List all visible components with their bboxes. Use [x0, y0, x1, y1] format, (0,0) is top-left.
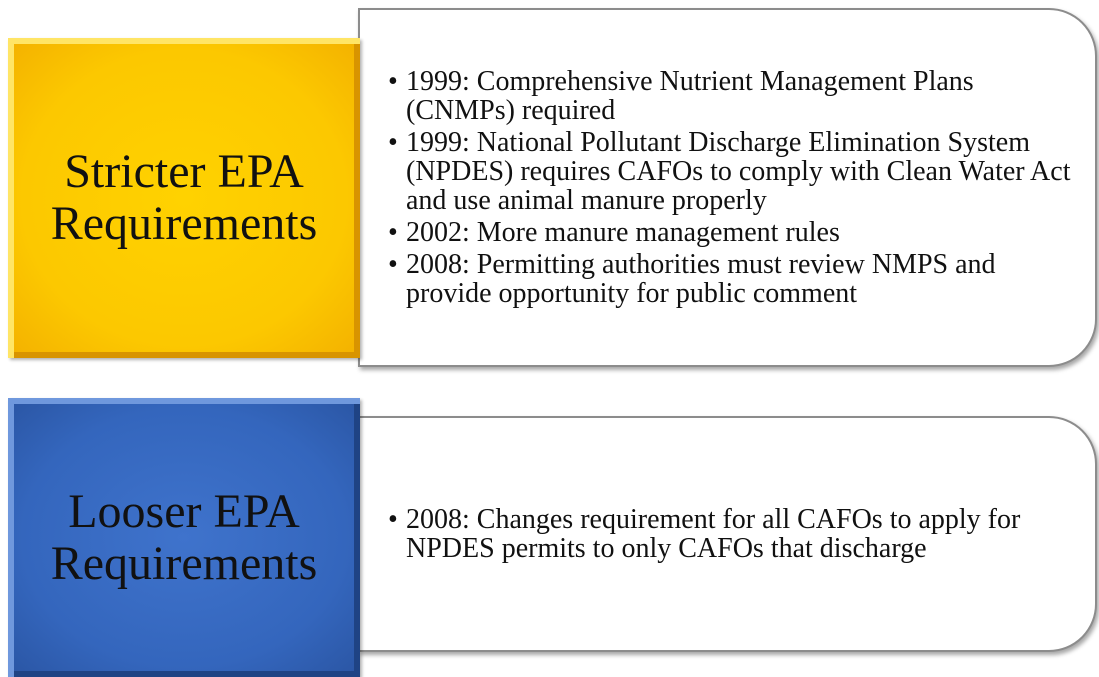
bullet: 2002: More manure management rules — [388, 218, 1085, 247]
group-label: Stricter EPA Requirements — [8, 38, 360, 358]
group-label: Looser EPA Requirements — [8, 398, 360, 677]
bullet: 2008: Permitting authorities must review… — [388, 250, 1085, 308]
bullet-list: 2008: Changes requirement for all CAFOs … — [360, 502, 1095, 566]
bullet: 1999: Comprehensive Nutrient Management … — [388, 67, 1085, 125]
bullet-panel: 1999: Comprehensive Nutrient Management … — [358, 8, 1097, 367]
bullet: 2008: Changes requirement for all CAFOs … — [388, 505, 1085, 563]
bullet-list: 1999: Comprehensive Nutrient Management … — [360, 64, 1095, 311]
bullet-panel: 2008: Changes requirement for all CAFOs … — [358, 416, 1097, 652]
bullet: 1999: National Pollutant Discharge Elimi… — [388, 128, 1085, 215]
